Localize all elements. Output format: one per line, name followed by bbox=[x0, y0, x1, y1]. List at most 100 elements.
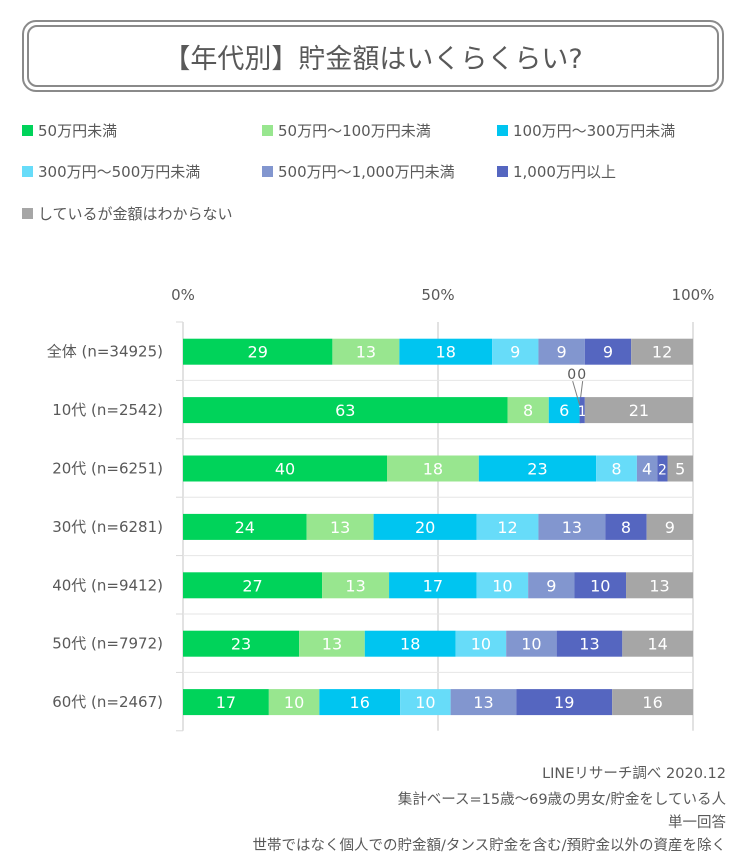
x-tick-label: 100% bbox=[672, 286, 715, 304]
data-label: 13 bbox=[330, 518, 350, 537]
bar-segment bbox=[183, 689, 269, 716]
bar-segment bbox=[631, 338, 693, 365]
footer-base: 集計ベース=15歳～69歳の男女/貯金をしている人 bbox=[397, 792, 726, 808]
bar-segment bbox=[538, 338, 585, 365]
bar-segment bbox=[646, 513, 693, 540]
bar-segment bbox=[183, 572, 323, 599]
bar-segment bbox=[389, 572, 477, 599]
bar-segment bbox=[364, 630, 456, 657]
leader-line bbox=[572, 380, 581, 406]
legend-item: 100万円～300万円未満 bbox=[497, 120, 675, 141]
data-label: 27 bbox=[242, 576, 262, 595]
legend-item: 50万円未満 bbox=[22, 120, 117, 141]
legend-item: 300万円～500万円未満 bbox=[22, 161, 200, 182]
legend-label: 50万円～100万円未満 bbox=[278, 122, 431, 140]
legend-swatch bbox=[22, 166, 33, 177]
data-label: 0 bbox=[577, 367, 586, 383]
data-label: 20 bbox=[415, 518, 435, 537]
bar-segment bbox=[373, 513, 477, 540]
legend-item: 500万円～1,000万円未満 bbox=[262, 161, 455, 182]
bar-segment bbox=[399, 338, 493, 365]
bar-segment bbox=[538, 513, 606, 540]
bar-segment bbox=[506, 630, 557, 657]
legend-label: 50万円未満 bbox=[38, 122, 118, 140]
data-label: 19 bbox=[554, 693, 574, 712]
bar-segment bbox=[667, 455, 693, 482]
bar-segment bbox=[528, 572, 575, 599]
bar-segment bbox=[579, 397, 585, 424]
legend-label: しているが金額はわからない bbox=[38, 205, 233, 223]
data-label: 24 bbox=[235, 518, 255, 537]
category-label: 全体 (n=34925) bbox=[47, 343, 163, 361]
bar-segment bbox=[476, 572, 529, 599]
bar-segment bbox=[319, 689, 401, 716]
data-label: 10 bbox=[284, 693, 304, 712]
bar-segment bbox=[636, 455, 658, 482]
legend-swatch bbox=[22, 208, 33, 219]
bar-segment bbox=[584, 338, 632, 365]
legend-swatch bbox=[262, 166, 273, 177]
data-label: 8 bbox=[621, 518, 631, 537]
data-label: 13 bbox=[562, 518, 582, 537]
bar-segment bbox=[332, 338, 400, 365]
data-label: 13 bbox=[322, 635, 342, 654]
data-label: 10 bbox=[590, 576, 610, 595]
data-label: 10 bbox=[521, 635, 541, 654]
data-label: 63 bbox=[335, 401, 355, 420]
bar-segment bbox=[183, 513, 307, 540]
bar-segment bbox=[596, 455, 637, 482]
data-label: 13 bbox=[649, 576, 669, 595]
data-label: 18 bbox=[423, 460, 443, 479]
legend-item: 1,000万円以上 bbox=[497, 161, 616, 182]
bar-segment bbox=[183, 455, 387, 482]
bar-segment bbox=[574, 572, 627, 599]
footer-source: LINEリサーチ調べ 2020.12 bbox=[542, 766, 726, 782]
legend-label: 300万円～500万円未満 bbox=[38, 163, 201, 181]
legend-label: 100万円～300万円未満 bbox=[513, 122, 676, 140]
data-label: 16 bbox=[350, 693, 370, 712]
bar-segment bbox=[268, 689, 320, 716]
bar-segment bbox=[450, 689, 517, 716]
data-label: 29 bbox=[248, 343, 268, 362]
bar-segment bbox=[183, 338, 333, 365]
category-label: 40代 (n=9412) bbox=[52, 576, 163, 594]
category-label: 60代 (n=2467) bbox=[52, 693, 163, 711]
bar-segment bbox=[183, 630, 300, 657]
bar-segment bbox=[605, 513, 647, 540]
data-label: 9 bbox=[510, 343, 520, 362]
data-label: 10 bbox=[415, 693, 435, 712]
category-label: 30代 (n=6281) bbox=[52, 518, 163, 536]
data-label: 40 bbox=[275, 460, 295, 479]
bar-segment bbox=[548, 397, 580, 424]
title-box: 【年代別】貯金額はいくらくらい? bbox=[22, 20, 724, 92]
data-label: 9 bbox=[603, 343, 613, 362]
legend-swatch bbox=[262, 125, 273, 136]
category-label: 10代 (n=2542) bbox=[52, 401, 163, 419]
footer-note: 世帯ではなく個人での貯金額/タンス貯金を含む/預貯金以外の資産を除く bbox=[252, 838, 726, 854]
bar-segment bbox=[476, 513, 539, 540]
data-label: 13 bbox=[345, 576, 365, 595]
data-label: 13 bbox=[356, 343, 376, 362]
data-label: 21 bbox=[629, 401, 649, 420]
data-label: 9 bbox=[557, 343, 567, 362]
data-label: 13 bbox=[473, 693, 493, 712]
bar-segment bbox=[622, 630, 693, 657]
bar-segment bbox=[612, 689, 693, 716]
data-label: 9 bbox=[546, 576, 556, 595]
category-label: 50代 (n=7972) bbox=[52, 635, 163, 653]
data-label: 23 bbox=[527, 460, 547, 479]
data-label: 9 bbox=[665, 518, 675, 537]
legend-item: しているが金額はわからない bbox=[22, 203, 233, 224]
data-label: 13 bbox=[579, 635, 599, 654]
bar-segment bbox=[626, 572, 693, 599]
data-label: 14 bbox=[647, 635, 667, 654]
footer-answer-type: 単一回答 bbox=[668, 815, 726, 831]
data-label: 5 bbox=[675, 460, 685, 479]
bar-segment bbox=[507, 397, 549, 424]
bar-segment bbox=[492, 338, 539, 365]
data-label: 16 bbox=[642, 693, 662, 712]
bar-segment bbox=[455, 630, 507, 657]
bar-segment bbox=[516, 689, 613, 716]
data-label: 8 bbox=[523, 401, 533, 420]
